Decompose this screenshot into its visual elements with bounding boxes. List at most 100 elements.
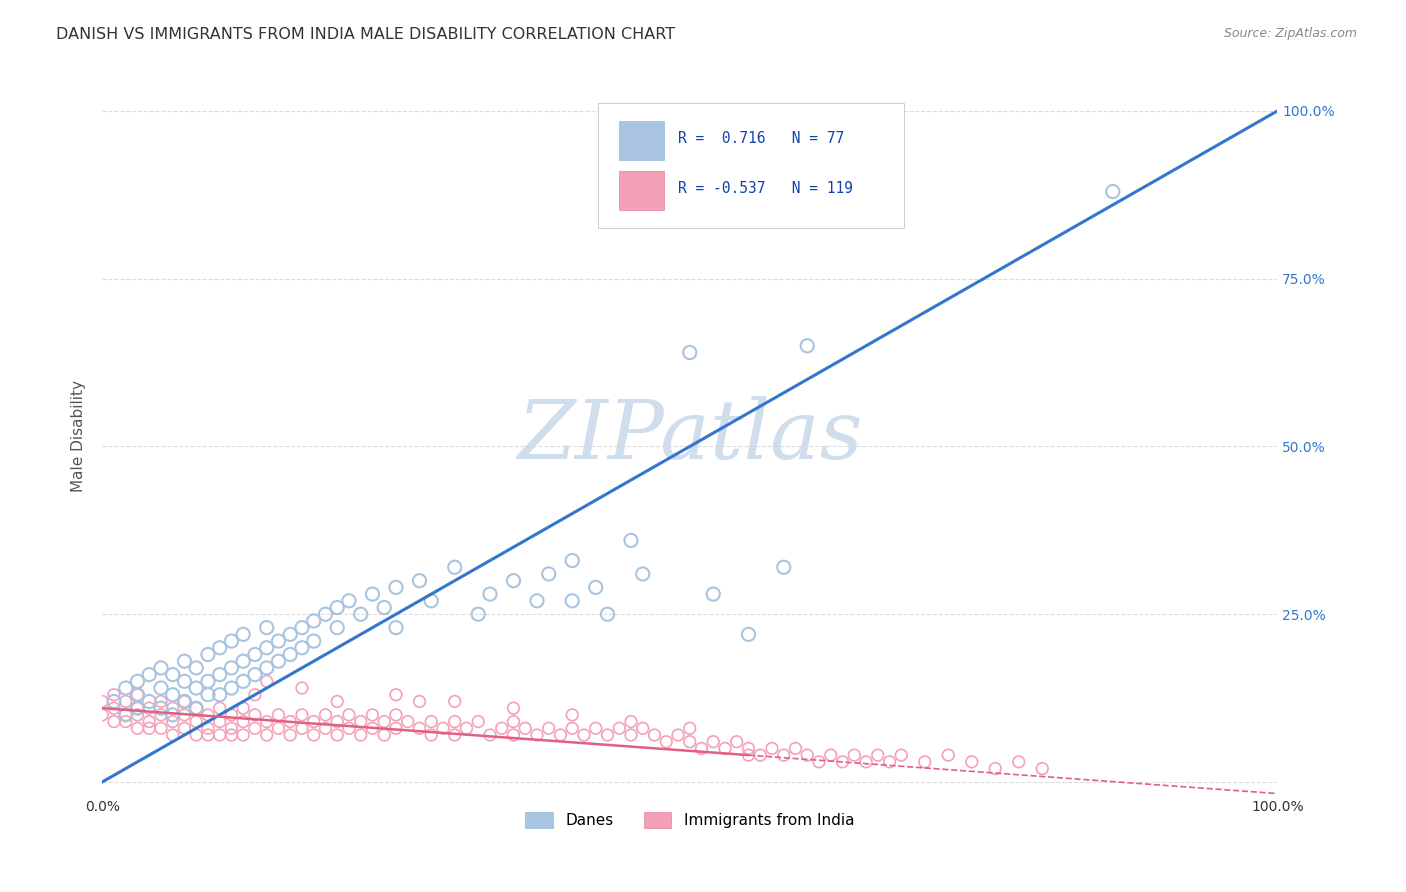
- Point: [831, 755, 853, 769]
- Point: [737, 741, 759, 756]
- Point: [173, 694, 195, 708]
- Point: [515, 721, 537, 735]
- Point: [267, 707, 290, 722]
- Point: [326, 694, 349, 708]
- Point: [808, 755, 831, 769]
- Point: [607, 721, 630, 735]
- Point: [197, 674, 219, 689]
- Point: [866, 748, 889, 763]
- Point: [127, 674, 149, 689]
- Point: [173, 654, 195, 668]
- Point: [232, 701, 254, 715]
- Legend: Danes, Immigrants from India: Danes, Immigrants from India: [519, 806, 860, 834]
- Point: [208, 701, 231, 715]
- Point: [186, 728, 208, 742]
- Point: [114, 694, 136, 708]
- Point: [620, 533, 643, 548]
- Point: [127, 721, 149, 735]
- Point: [186, 714, 208, 729]
- Point: [138, 694, 160, 708]
- Point: [796, 339, 818, 353]
- Point: [620, 728, 643, 742]
- Point: [103, 688, 125, 702]
- Point: [737, 627, 759, 641]
- Point: [984, 762, 1007, 776]
- Point: [91, 694, 114, 708]
- Point: [655, 735, 678, 749]
- Point: [337, 721, 360, 735]
- Point: [103, 714, 125, 729]
- Point: [561, 553, 583, 567]
- Point: [702, 735, 724, 749]
- Point: [278, 627, 301, 641]
- Point: [326, 621, 349, 635]
- Point: [149, 694, 172, 708]
- Point: [232, 714, 254, 729]
- Point: [737, 748, 759, 763]
- Point: [162, 688, 184, 702]
- Point: [537, 566, 560, 581]
- Point: [890, 748, 912, 763]
- Point: [221, 634, 243, 648]
- Text: DANISH VS IMMIGRANTS FROM INDIA MALE DISABILITY CORRELATION CHART: DANISH VS IMMIGRANTS FROM INDIA MALE DIS…: [56, 27, 675, 42]
- Point: [278, 648, 301, 662]
- Point: [221, 661, 243, 675]
- Point: [221, 681, 243, 695]
- Point: [138, 721, 160, 735]
- Point: [114, 707, 136, 722]
- Point: [232, 674, 254, 689]
- Point: [749, 748, 772, 763]
- Point: [879, 755, 901, 769]
- Point: [232, 627, 254, 641]
- FancyBboxPatch shape: [619, 170, 664, 211]
- Point: [149, 701, 172, 715]
- FancyBboxPatch shape: [598, 103, 904, 228]
- Point: [396, 714, 419, 729]
- Point: [149, 661, 172, 675]
- Point: [467, 714, 489, 729]
- Point: [267, 721, 290, 735]
- Point: [291, 721, 314, 735]
- Point: [138, 667, 160, 681]
- Point: [256, 661, 278, 675]
- Point: [232, 654, 254, 668]
- Point: [149, 721, 172, 735]
- Point: [796, 748, 818, 763]
- Point: [855, 755, 877, 769]
- Point: [256, 728, 278, 742]
- Point: [291, 640, 314, 655]
- Point: [385, 621, 408, 635]
- Point: [537, 721, 560, 735]
- Point: [138, 701, 160, 715]
- Point: [197, 648, 219, 662]
- Point: [162, 707, 184, 722]
- Point: [631, 721, 654, 735]
- Point: [1031, 762, 1053, 776]
- Point: [149, 707, 172, 722]
- Point: [302, 614, 325, 628]
- Point: [361, 707, 384, 722]
- Point: [855, 185, 877, 199]
- Point: [162, 667, 184, 681]
- Point: [478, 587, 501, 601]
- Point: [173, 707, 195, 722]
- Point: [420, 714, 443, 729]
- Point: [408, 574, 430, 588]
- Point: [278, 728, 301, 742]
- Point: [114, 714, 136, 729]
- Point: [914, 755, 936, 769]
- Text: R =  0.716   N = 77: R = 0.716 N = 77: [678, 131, 844, 146]
- Point: [256, 674, 278, 689]
- Point: [361, 587, 384, 601]
- Point: [221, 728, 243, 742]
- Point: [256, 640, 278, 655]
- Point: [420, 728, 443, 742]
- Point: [173, 674, 195, 689]
- Point: [221, 707, 243, 722]
- Point: [162, 728, 184, 742]
- Point: [502, 714, 524, 729]
- Point: [385, 688, 408, 702]
- Point: [243, 721, 266, 735]
- Point: [844, 748, 866, 763]
- Point: [162, 701, 184, 715]
